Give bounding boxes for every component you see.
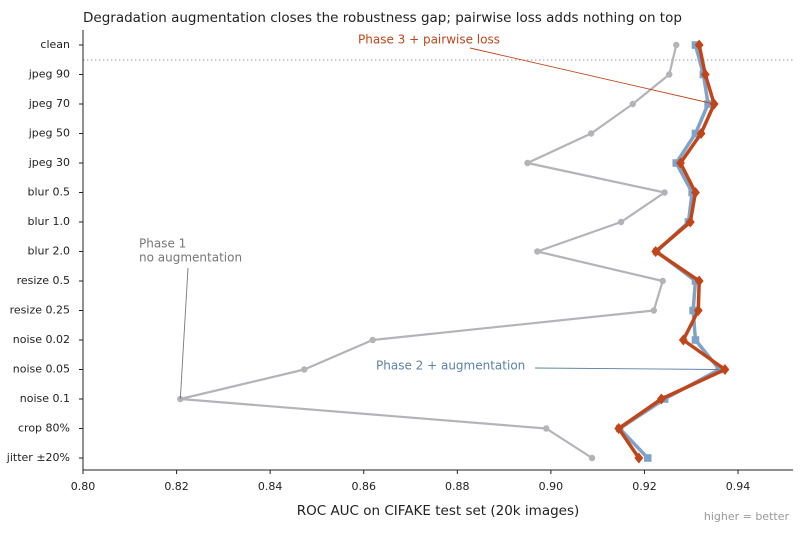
x-tick-label: 0.94 [726, 480, 751, 493]
point [617, 218, 625, 226]
y-tick-label: blur 0.5 [27, 186, 70, 199]
y-tick-label: blur 2.0 [27, 245, 70, 258]
point [543, 425, 550, 432]
y-tick-label: noise 0.02 [13, 333, 70, 346]
point [693, 305, 703, 316]
point [301, 366, 308, 373]
footnote: higher = better [704, 510, 790, 523]
annotation-connector [469, 47, 715, 105]
point [694, 275, 704, 287]
y-tick-label: jpeg 70 [28, 97, 70, 110]
y-tick-label: jpeg 30 [28, 156, 70, 169]
annotation-connector [179, 267, 189, 400]
y-tick-label: noise 0.05 [13, 363, 70, 376]
point [704, 100, 712, 108]
point [588, 454, 596, 462]
annotation: no augmentation [139, 251, 242, 265]
point [643, 454, 652, 462]
point [691, 336, 700, 344]
point [678, 334, 688, 346]
point [614, 423, 624, 434]
point [696, 128, 706, 139]
point [587, 130, 595, 137]
point [524, 159, 531, 167]
point [673, 41, 680, 49]
x-tick-label: 0.86 [351, 480, 376, 493]
annotation: Phase 3 + pairwise loss [358, 33, 500, 47]
x-tick-label: 0.84 [258, 480, 283, 493]
point [676, 157, 685, 169]
point [659, 277, 666, 285]
chart-title: Degradation augmentation closes the robu… [83, 10, 682, 26]
point [369, 336, 376, 344]
y-tick-label: jitter ±20% [6, 451, 70, 464]
x-tick-label: 0.90 [539, 480, 564, 493]
point [629, 100, 636, 108]
point [700, 69, 710, 80]
y-tick-label: clean [40, 38, 70, 51]
point [634, 452, 644, 464]
x-tick-label: 0.80 [71, 480, 96, 493]
point [656, 393, 666, 405]
point [651, 246, 661, 257]
x-axis-label: ROC AUC on CIFAKE test set (20k images) [297, 503, 580, 519]
y-tick-label: resize 0.25 [10, 304, 70, 317]
series-line [179, 44, 678, 459]
point [720, 364, 730, 375]
x-tick-label: 0.92 [632, 480, 657, 493]
point [650, 307, 658, 314]
point [534, 248, 541, 255]
point [689, 306, 697, 315]
annotation: Phase 1 [139, 237, 186, 251]
y-tick-label: blur 1.0 [27, 215, 70, 228]
y-tick-label: noise 0.1 [20, 392, 70, 405]
annotation-connector [534, 367, 720, 370]
y-tick-label: jpeg 90 [28, 68, 70, 81]
annotation: Phase 2 + augmentation [376, 359, 525, 373]
point [661, 189, 668, 196]
point [685, 216, 695, 228]
y-tick-label: jpeg 50 [28, 127, 70, 140]
x-tick-label: 0.82 [164, 480, 189, 493]
y-tick-label: crop 80% [18, 422, 70, 435]
y-tick-label: resize 0.5 [17, 274, 70, 287]
x-tick-label: 0.88 [445, 480, 470, 493]
point [691, 187, 700, 198]
point [694, 39, 704, 51]
point [666, 71, 673, 78]
point [691, 129, 700, 138]
